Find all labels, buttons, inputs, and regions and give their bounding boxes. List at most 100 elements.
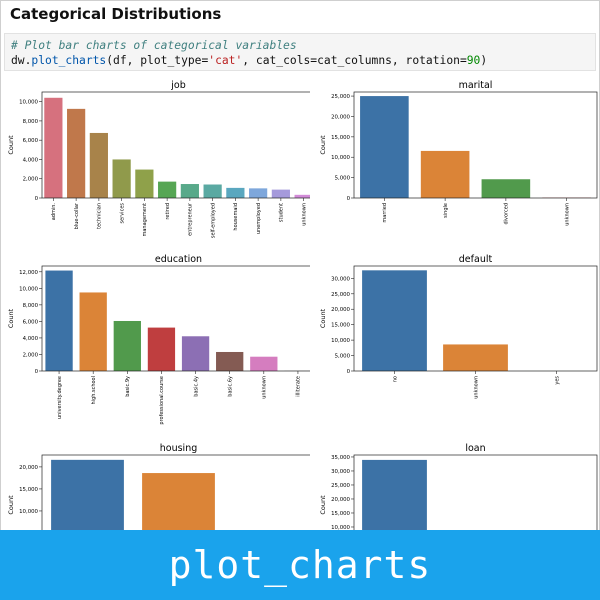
y-tick-label: 10,000 — [331, 338, 350, 344]
code-close: ) — [480, 54, 488, 67]
code-object: dw — [11, 54, 25, 67]
x-tick-label: blue-collar — [74, 202, 80, 229]
y-tick-label: 5,000 — [335, 354, 351, 360]
x-tick-label: student — [279, 203, 285, 222]
bar-unknown — [294, 194, 310, 198]
bar-retired — [158, 181, 177, 198]
y-tick-label: 0 — [347, 196, 351, 202]
x-tick-label: self-employed — [210, 203, 216, 238]
bar-housemaid — [226, 187, 245, 198]
y-tick-label: 10,000 — [19, 509, 38, 515]
bar-basic-9y — [113, 320, 141, 371]
chart-education: education Count 0 2,000 4,000 6,000 8,000 10,00… — [7, 254, 310, 425]
bar-professional-course — [147, 327, 176, 371]
chart-title: loan — [465, 443, 485, 454]
x-tick-label: basic.4y — [193, 376, 199, 397]
y-axis-label: Count — [7, 135, 15, 155]
code-number: 90 — [466, 54, 481, 67]
x-tick-label: basic.9y — [125, 376, 131, 397]
x-tick-label: illiterate — [296, 376, 302, 397]
x-tick-label: unknown — [564, 203, 570, 226]
x-tick-label: high.school — [91, 376, 97, 405]
code-cell[interactable]: # Plot bar charts of categorical variabl… — [4, 33, 596, 71]
bar-services — [112, 159, 131, 198]
x-tick-label: professional.course — [159, 376, 165, 425]
section-title: Categorical Distributions — [10, 5, 222, 23]
x-tick-label: unknown — [473, 376, 479, 399]
code-line: dw.plot_charts(df, plot_type='cat', cat_… — [11, 53, 589, 68]
chart-job: job Count 0 2,000 4,000 6,000 8,000 10,000 admin… — [7, 80, 310, 238]
axes-frame — [353, 91, 598, 199]
y-tick-label: 2,000 — [23, 177, 39, 183]
axes-frame — [353, 454, 598, 530]
y-tick-label: 15,000 — [331, 323, 350, 329]
y-tick-label: 8,000 — [23, 119, 39, 125]
chart-loan: loanCount05,00010,00015,00020,00025,0003… — [319, 443, 598, 530]
y-tick-label: 20,000 — [331, 307, 350, 313]
bar-student — [271, 189, 290, 198]
y-tick-label: 6,000 — [23, 138, 39, 144]
y-tick-label: 20,000 — [331, 497, 350, 503]
x-tick-label: unemployed — [256, 203, 262, 234]
y-tick-label: 6,000 — [23, 319, 39, 325]
axes-frame — [41, 265, 310, 372]
banner-title: plot_charts — [168, 543, 432, 587]
bar-management — [135, 169, 154, 198]
y-tick-label: 25,000 — [331, 483, 350, 489]
chart-title: job — [170, 80, 185, 91]
bar-no — [362, 270, 427, 371]
code-string: 'cat' — [208, 54, 243, 67]
x-tick-label: admin. — [51, 203, 57, 221]
axes-frame — [41, 454, 310, 530]
code-function: plot_charts — [31, 54, 107, 67]
y-tick-label: 15,000 — [19, 487, 38, 493]
y-axis-label: Count — [319, 495, 327, 515]
y-axis-label: Count — [319, 308, 327, 328]
x-tick-label: unknown — [262, 376, 268, 399]
bar-basic-4y — [181, 336, 210, 371]
bar-married — [360, 96, 409, 198]
x-tick-label: technician — [97, 203, 103, 229]
bar-divorced — [481, 179, 531, 198]
code-dot: . — [24, 54, 32, 67]
y-tick-label: 4,000 — [23, 336, 39, 342]
x-tick-label: entrepreneur — [188, 202, 194, 236]
y-tick-label: 5,000 — [335, 176, 351, 182]
code-comment: # Plot bar charts of categorical variabl… — [11, 39, 297, 52]
y-tick-label: 10,000 — [331, 525, 350, 530]
bar-yes — [51, 459, 124, 530]
x-tick-label: university.degree — [57, 376, 63, 419]
bar-unemployed — [249, 188, 268, 198]
chart-marital: marital Count 0 5,000 10,000 15,000 20,000 25,0… — [319, 80, 598, 226]
y-tick-label: 15,000 — [331, 511, 350, 517]
y-axis-label: Count — [7, 308, 15, 328]
y-tick-label: 0 — [347, 369, 351, 375]
bar-no — [142, 473, 215, 530]
x-tick-label: retired — [165, 203, 171, 220]
y-tick-label: 35,000 — [331, 455, 350, 461]
chart-housing: housingCount05,00010,00015,00020,000yesn… — [7, 443, 310, 530]
x-tick-label: basic.6y — [227, 376, 233, 397]
y-axis-label: Count — [7, 495, 15, 515]
bar-admin- — [44, 97, 63, 198]
y-tick-label: 25,000 — [331, 292, 350, 298]
y-axis-label: Count — [319, 135, 327, 155]
y-tick-label: 15,000 — [331, 135, 350, 141]
axes-frame — [353, 265, 598, 372]
y-tick-label: 20,000 — [331, 114, 350, 120]
y-tick-label: 30,000 — [331, 469, 350, 475]
bar-single — [420, 150, 470, 198]
bar-blue-collar — [67, 108, 86, 198]
y-tick-label: 10,000 — [19, 286, 38, 292]
y-tick-label: 20,000 — [19, 465, 38, 471]
bar-unknown — [250, 356, 278, 371]
chart-default: default Count 0 5,000 10,000 15,000 20,000 25,0… — [319, 254, 598, 399]
y-tick-label: 4,000 — [23, 157, 39, 163]
y-tick-label: 25,000 — [331, 94, 350, 100]
bar-entrepreneur — [180, 184, 199, 198]
bar-high-school — [79, 292, 107, 371]
banner: plot_charts — [0, 530, 600, 600]
bar-basic-6y — [216, 351, 244, 371]
x-tick-label: married — [382, 203, 388, 223]
bar-university-degree — [45, 270, 73, 371]
